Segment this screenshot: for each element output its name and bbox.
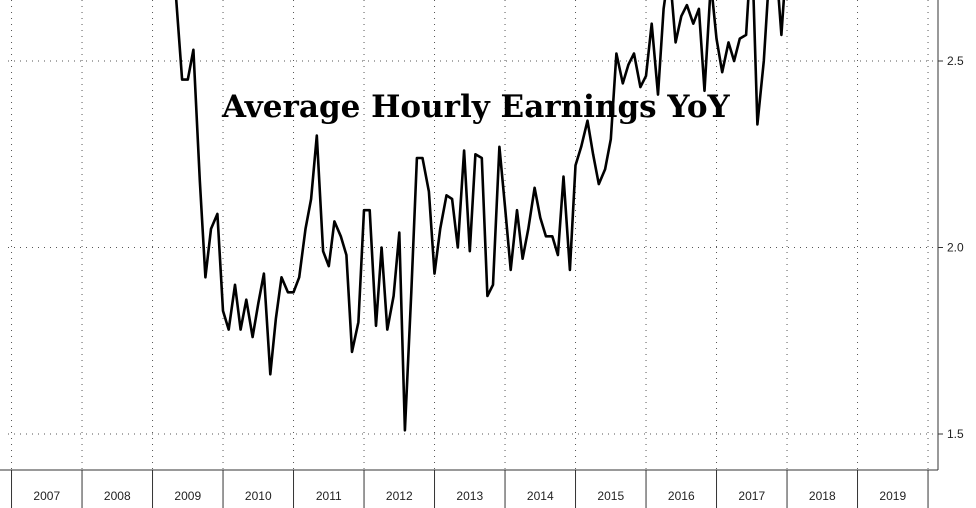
y-tick-label: 2.5 <box>947 54 964 68</box>
x-tick-label: 2012 <box>386 489 413 503</box>
x-tick-label: 2019 <box>879 489 906 503</box>
x-tick-label: 2009 <box>174 489 201 503</box>
series-line <box>174 0 786 432</box>
x-tick-label: 2015 <box>597 489 624 503</box>
x-tick-label: 2011 <box>316 489 342 503</box>
series-layer <box>174 0 786 432</box>
y-tick-label: 2.0 <box>947 241 964 255</box>
x-tick-label: 2013 <box>456 489 483 503</box>
x-tick-label: 2016 <box>668 489 695 503</box>
x-tick-label: 2010 <box>245 489 272 503</box>
chart-title: Average Hourly Earnings YoY <box>221 89 730 125</box>
x-tick-label: 2018 <box>809 489 836 503</box>
x-tick-label: 2017 <box>738 489 765 503</box>
x-axis-year-labels: 2007 2008 2009 2010 2011 2012 2013 2014 2015 2016… <box>33 489 906 503</box>
y-tick-label: 1.5 <box>947 427 964 441</box>
y-axis-tick-labels: 1.52.02.53.03.5 <box>947 54 964 441</box>
x-tick-label: 2008 <box>104 489 131 503</box>
x-tick-label: 2007 <box>33 489 60 503</box>
x-tick-label: 2014 <box>527 489 554 503</box>
axes <box>0 0 943 508</box>
